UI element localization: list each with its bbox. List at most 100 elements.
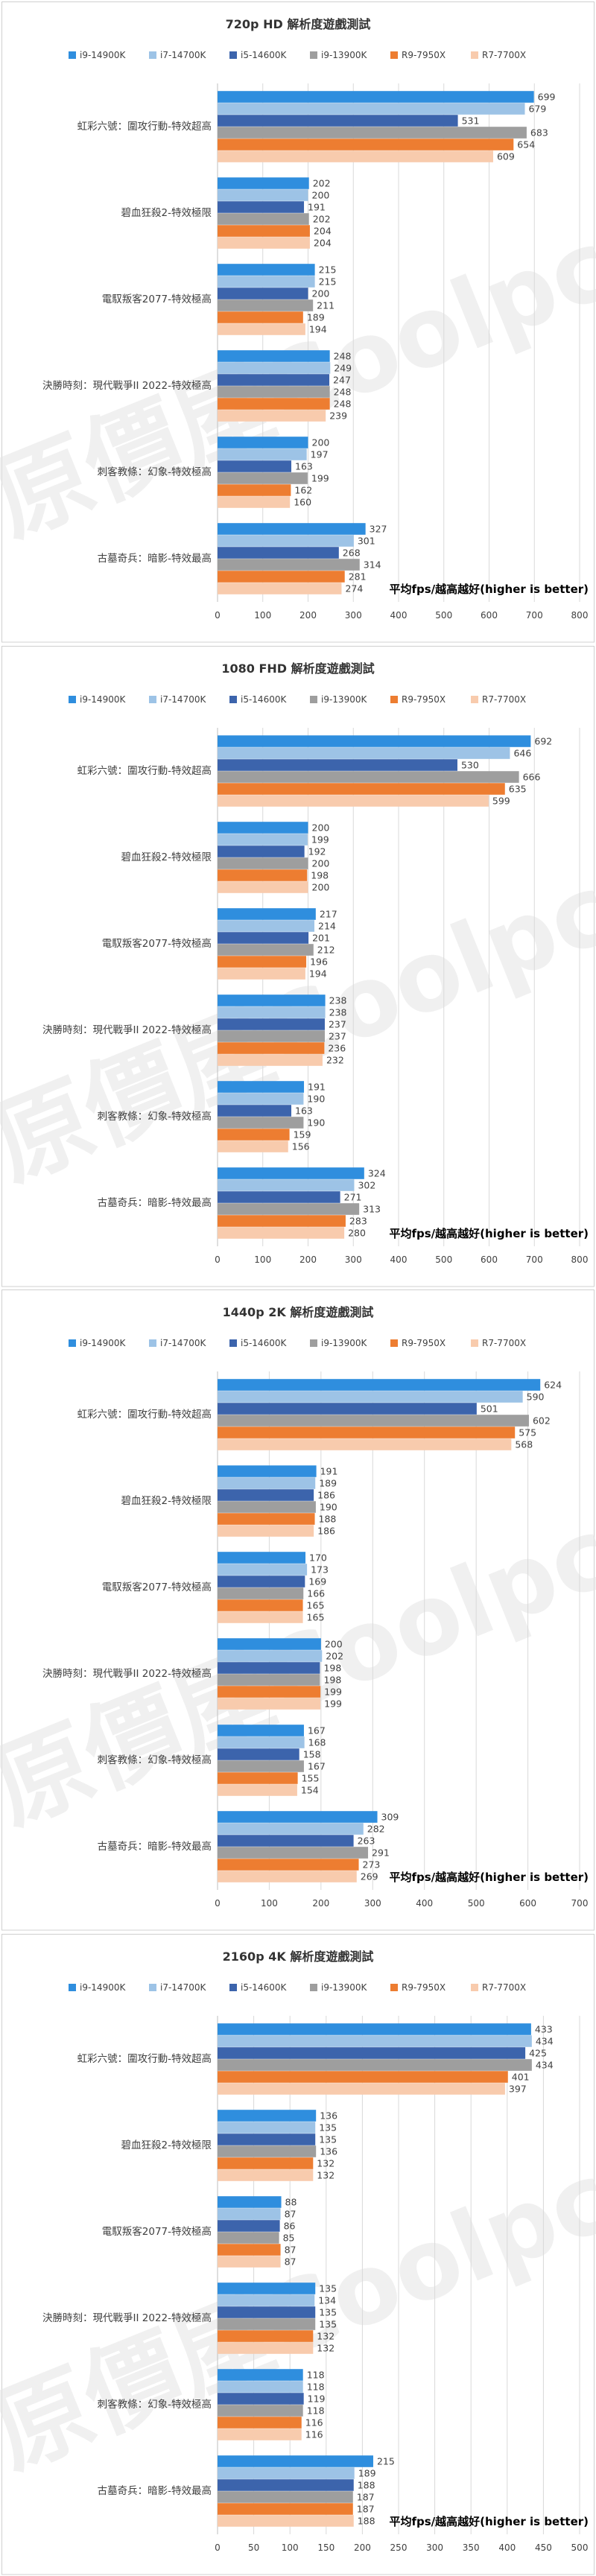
legend-label: i9-14900K bbox=[80, 1338, 126, 1348]
bar bbox=[218, 794, 489, 807]
data-label: 215 bbox=[319, 276, 337, 287]
bar bbox=[218, 2428, 302, 2440]
legend-swatch bbox=[390, 1339, 398, 1347]
data-label: 654 bbox=[517, 139, 535, 150]
bar bbox=[218, 2219, 280, 2232]
bar bbox=[218, 1214, 346, 1227]
bar bbox=[218, 374, 330, 386]
bar bbox=[218, 758, 457, 771]
data-label: 188 bbox=[358, 2479, 375, 2490]
legend-label: R7-7700X bbox=[482, 694, 526, 705]
data-label: 327 bbox=[370, 523, 387, 534]
bar bbox=[218, 1871, 357, 1882]
data-label: 202 bbox=[326, 1650, 343, 1661]
legend-label: R7-7700X bbox=[482, 1338, 526, 1348]
bar bbox=[218, 1760, 304, 1772]
data-label: 301 bbox=[358, 535, 375, 546]
legend: i9-14900K i7-14700K i5-14600K i9-13900K R9-7… bbox=[69, 1982, 526, 1993]
data-label: 237 bbox=[329, 1018, 346, 1030]
data-label: 425 bbox=[529, 2047, 547, 2058]
chart-title: 2160p 4K 解析度遊戲測試 bbox=[223, 1950, 374, 1964]
bar bbox=[218, 1611, 303, 1623]
data-label: 198 bbox=[311, 869, 329, 881]
bar bbox=[218, 1772, 298, 1784]
data-label: 136 bbox=[320, 2145, 337, 2157]
category-label: 虹彩六號：圍攻行動-特效超高 bbox=[77, 764, 212, 777]
data-label: 134 bbox=[318, 2294, 336, 2306]
data-label: 118 bbox=[307, 2405, 325, 2416]
data-label: 309 bbox=[381, 1811, 399, 1822]
bar bbox=[218, 460, 292, 472]
x-tick-label: 500 bbox=[435, 1254, 452, 1265]
x-tick-label: 100 bbox=[282, 2542, 299, 2553]
legend-label: i7-14700K bbox=[160, 1338, 206, 1348]
x-tick-label: 600 bbox=[481, 610, 498, 621]
data-label: 163 bbox=[295, 1105, 313, 1116]
data-label: 269 bbox=[361, 1871, 378, 1882]
data-label: 191 bbox=[308, 201, 326, 212]
legend-swatch bbox=[471, 1983, 478, 1991]
data-label: 158 bbox=[303, 1748, 321, 1760]
chart-title: 1440p 2K 解析度遊戲測試 bbox=[223, 1305, 374, 1319]
x-tick-label: 800 bbox=[571, 610, 589, 621]
bar bbox=[218, 103, 525, 115]
bar bbox=[218, 1415, 529, 1427]
x-tick-label: 100 bbox=[254, 610, 271, 621]
legend-swatch bbox=[149, 1339, 156, 1347]
bar bbox=[218, 1018, 325, 1030]
bar bbox=[218, 1006, 326, 1018]
legend-swatch bbox=[471, 1339, 478, 1347]
bar bbox=[218, 2318, 316, 2330]
data-label: 271 bbox=[344, 1191, 362, 1202]
bar bbox=[218, 2169, 314, 2181]
category-label: 碧血狂殺2-特效極限 bbox=[121, 851, 212, 863]
bar bbox=[218, 2145, 317, 2157]
bar bbox=[218, 2514, 354, 2527]
x-tick-label: 350 bbox=[463, 2542, 480, 2553]
bar bbox=[218, 1465, 317, 1477]
data-label: 186 bbox=[317, 1525, 335, 1536]
data-label: 699 bbox=[538, 91, 556, 102]
bar bbox=[218, 535, 354, 547]
bar bbox=[218, 2306, 316, 2318]
legend-label: i7-14700K bbox=[160, 50, 206, 60]
data-label: 87 bbox=[285, 2208, 297, 2219]
bar bbox=[218, 2490, 353, 2503]
category-label: 刺客教條：幻象-特效極高 bbox=[98, 2398, 212, 2411]
bar bbox=[218, 1859, 359, 1871]
data-label: 135 bbox=[319, 2134, 337, 2145]
x-tick-label: 200 bbox=[299, 1254, 317, 1265]
data-label: 189 bbox=[319, 1477, 337, 1488]
bar bbox=[218, 735, 531, 747]
bar bbox=[218, 1599, 303, 1611]
chart-note: 平均fps/越高越好(higher is better) bbox=[389, 583, 589, 596]
legend-swatch bbox=[69, 1339, 76, 1347]
data-label: 169 bbox=[308, 1576, 326, 1587]
x-tick-label: 300 bbox=[345, 610, 362, 621]
legend-label: i9-13900K bbox=[321, 1982, 367, 1993]
chart-frame bbox=[1, 1, 595, 643]
data-label: 501 bbox=[481, 1403, 498, 1414]
data-label: 199 bbox=[324, 1686, 342, 1697]
data-label: 135 bbox=[319, 2318, 337, 2329]
data-label: 236 bbox=[328, 1042, 346, 1053]
x-tick-label: 500 bbox=[571, 2542, 589, 2553]
data-label: 247 bbox=[333, 374, 351, 385]
data-label: 132 bbox=[317, 2342, 335, 2353]
bar bbox=[218, 2368, 303, 2381]
bar bbox=[218, 2294, 315, 2306]
data-label: 166 bbox=[307, 1587, 325, 1599]
legend-swatch bbox=[69, 51, 76, 59]
data-label: 200 bbox=[312, 437, 330, 448]
bar bbox=[218, 1438, 512, 1450]
bar bbox=[218, 1167, 364, 1179]
data-label: 217 bbox=[320, 908, 337, 919]
bar bbox=[218, 484, 291, 496]
legend-swatch bbox=[471, 695, 478, 703]
bar bbox=[218, 2207, 281, 2220]
bar bbox=[218, 2502, 353, 2515]
bar bbox=[218, 1513, 315, 1525]
data-label: 187 bbox=[357, 2503, 375, 2514]
